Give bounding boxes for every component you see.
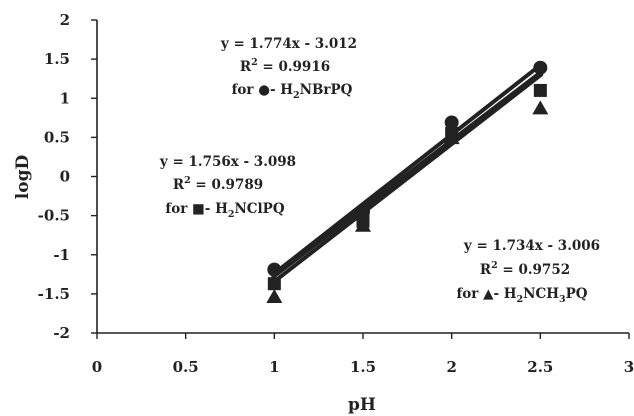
triangle-marker-h2nch3pq [532, 100, 549, 115]
tick-labels: -2 -1.5 -1 -0.5 0 0.5 1 1.5 2 0 0.5 1 1.5 2 2.5 3 [38, 11, 634, 376]
label-h2nch3pq: for ▲- H2NCH3PQ [456, 286, 587, 305]
square-marker-h2nclpq [533, 83, 547, 97]
r2-h2nch3pq: R2 = 0.9752 [480, 260, 570, 278]
fit-lines [271, 62, 544, 285]
annotation-h2nch3pq: y = 1.734x - 3.006 R2 = 0.9752 for ▲- H2… [456, 238, 600, 305]
triangle-marker-h2nch3pq [443, 130, 460, 145]
y-tick-label: 0.5 [44, 128, 70, 146]
r2-h2nclpq: R2 = 0.9789 [173, 175, 263, 193]
x-tick-label: 2 [446, 358, 456, 376]
x-tick-label: 1.5 [350, 358, 376, 376]
triangle-marker-h2nch3pq [355, 217, 371, 232]
y-tick-label: 1 [60, 89, 70, 107]
data-markers [266, 60, 549, 304]
equation-h2nbrpq: y = 1.774x - 3.012 [220, 36, 357, 52]
y-tick-label: -2 [53, 324, 70, 342]
equation-h2nch3pq: y = 1.734x - 3.006 [463, 238, 600, 254]
y-tick-label: -1 [53, 246, 70, 264]
y-tick-label: 2 [60, 11, 70, 29]
x-tick-label: 0 [92, 358, 102, 376]
fit-line-h2nclpq [271, 72, 544, 285]
annotation-h2nbrpq: y = 1.774x - 3.012 R2 = 0.9916 for ●- H2… [220, 36, 357, 101]
x-tick-label: 2.5 [527, 358, 553, 376]
y-tick-label: 0 [60, 168, 70, 186]
circle-marker-h2nbrpq [533, 60, 548, 75]
y-tick-label: -0.5 [38, 207, 70, 225]
label-h2nbrpq: for ●- H2NBrPQ [232, 82, 353, 101]
square-marker-h2nclpq [267, 277, 281, 291]
label-h2nclpq: for ■- H2NClPQ [165, 201, 284, 220]
y-axis-title: logD [13, 155, 33, 200]
x-tick-label: 3 [624, 358, 634, 376]
r2-h2nbrpq: R2 = 0.9916 [240, 57, 330, 75]
x-axis-title: pH [348, 395, 376, 415]
y-tick-label: 1.5 [44, 50, 70, 68]
triangle-marker-h2nch3pq [266, 289, 283, 304]
x-tick-label: 1 [269, 358, 279, 376]
x-tick-label: 0.5 [173, 358, 199, 376]
circle-marker-h2nbrpq [444, 115, 459, 130]
fit-line-h2nch3pq [271, 69, 544, 279]
axes [91, 19, 630, 339]
y-tick-label: -1.5 [38, 285, 70, 303]
annotation-h2nclpq: y = 1.756x - 3.098 R2 = 0.9789 for ■- H2… [159, 154, 296, 220]
circle-marker-h2nbrpq [267, 262, 282, 277]
equation-h2nclpq: y = 1.756x - 3.098 [159, 154, 296, 170]
fit-line-h2nbrpq [271, 62, 544, 277]
